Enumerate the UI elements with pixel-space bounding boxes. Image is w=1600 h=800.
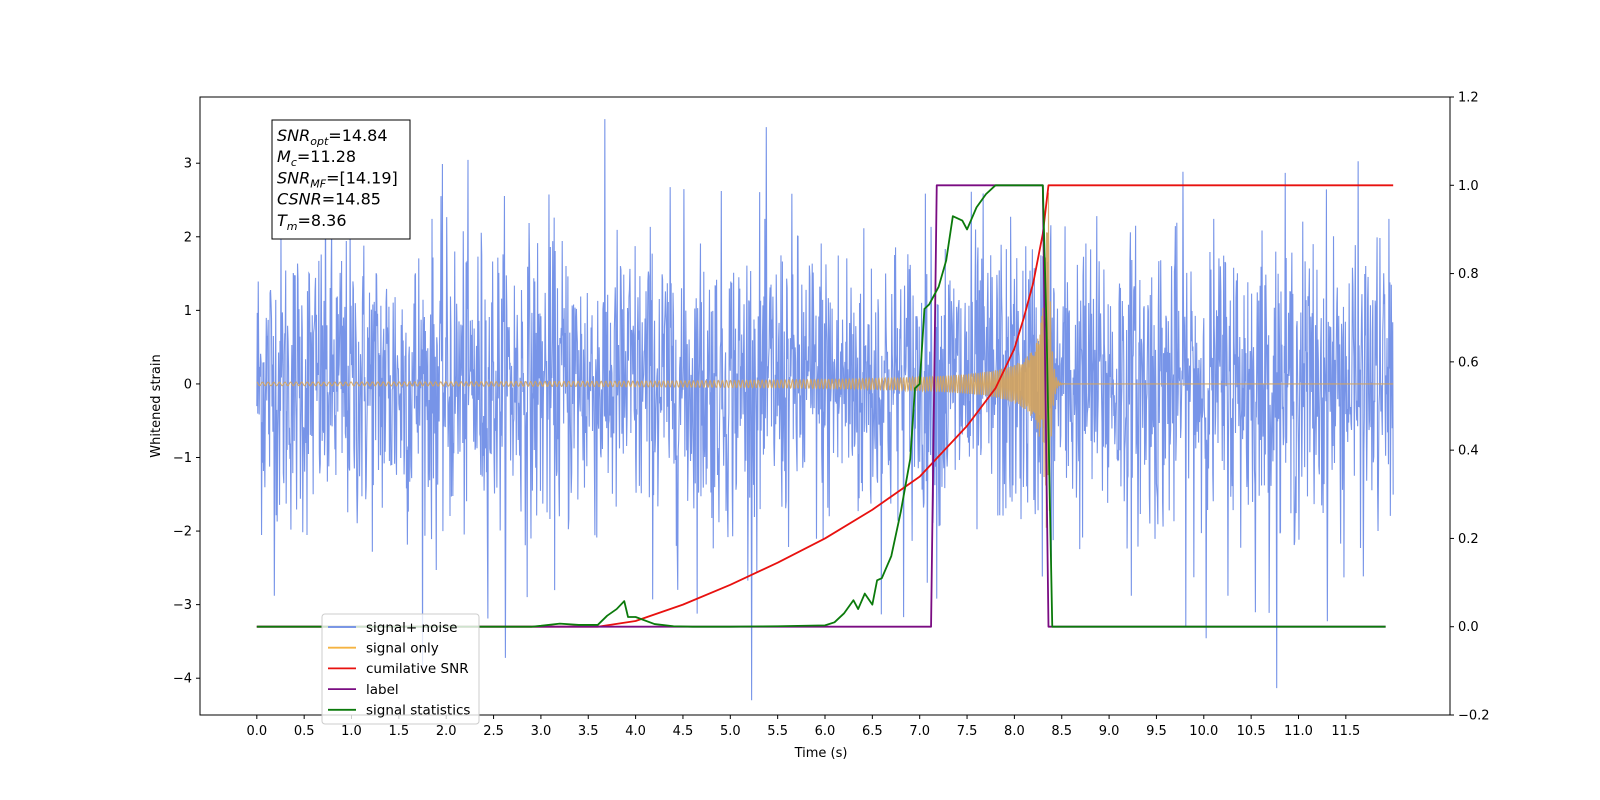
info-box-line: Mc=11.28 (277, 147, 356, 169)
right-tick-label: 0.0 (1458, 620, 1479, 635)
x-tick-label: 2.5 (483, 724, 504, 739)
right-y-axis-ticks: 1.2 1.0 0.8 0.6 0.4 0.2 0.0 −0.2 (1450, 91, 1490, 724)
x-tick-label: 11.5 (1331, 724, 1360, 739)
info-box-line: SNRopt=14.84 (277, 126, 388, 148)
signal-statistics-line (256, 184, 1386, 628)
x-tick-label: 8.5 (1051, 724, 1072, 739)
x-tick-label: 9.0 (1099, 724, 1120, 739)
series-layer (256, 119, 1394, 701)
x-tick-label: 11.0 (1284, 724, 1313, 739)
legend-label: cumilative SNR (366, 661, 469, 677)
left-tick-label: −3 (173, 598, 192, 613)
legend-label: signal+ noise (366, 620, 457, 636)
signal-plus-noise-line (256, 119, 1394, 701)
cumilative-snr-line (256, 184, 1394, 628)
x-tick-label: 9.5 (1146, 724, 1167, 739)
x-tick-label: 5.0 (720, 724, 741, 739)
x-tick-label: 5.5 (767, 724, 788, 739)
left-tick-label: 1 (184, 304, 192, 319)
legend: signal+ noise signal only cumilative SNR la… (321, 613, 480, 725)
x-tick-label: 1.0 (341, 724, 362, 739)
left-tick-label: 0 (184, 377, 192, 392)
right-tick-label: 0.6 (1458, 355, 1479, 370)
x-tick-label: 4.0 (625, 724, 646, 739)
x-tick-label: 7.5 (957, 724, 978, 739)
legend-label: signal only (366, 641, 439, 657)
x-tick-label: 10.5 (1237, 724, 1266, 739)
info-box-line: CSNR=14.85 (277, 190, 381, 209)
right-tick-label: 0.2 (1458, 532, 1479, 547)
info-box-line: SNRMF=[14.19] (277, 168, 398, 190)
x-tick-label: 4.5 (673, 724, 694, 739)
legend-label: label (366, 682, 399, 698)
right-tick-label: 0.8 (1458, 267, 1479, 282)
x-tick-label: 6.0 (815, 724, 836, 739)
y-axis-label: Whitened strain (149, 354, 164, 457)
info-box-frame (271, 119, 411, 240)
right-tick-label: 1.0 (1458, 179, 1479, 194)
left-tick-label: 2 (184, 230, 192, 245)
right-tick-label: 0.4 (1458, 444, 1479, 459)
left-tick-label: −2 (173, 525, 192, 540)
right-tick-label: 1.2 (1458, 91, 1479, 106)
info-box-line: Tm=8.36 (277, 211, 347, 233)
left-tick-label: 3 (184, 157, 192, 172)
x-tick-label: 6.5 (862, 724, 883, 739)
x-tick-label: 10.0 (1189, 724, 1218, 739)
x-tick-label: 1.5 (389, 724, 410, 739)
x-tick-label: 8.0 (1004, 724, 1025, 739)
x-tick-label: 7.0 (909, 724, 930, 739)
x-tick-label: 0.5 (294, 724, 315, 739)
legend-label: signal statistics (366, 703, 470, 719)
left-tick-label: −4 (173, 672, 192, 687)
x-tick-label: 2.0 (436, 724, 457, 739)
info-box: SNRopt=14.84Mc=11.28SNRMF=[14.19]CSNR=14… (271, 119, 411, 240)
plot-area (256, 119, 1394, 701)
left-tick-label: −1 (173, 451, 192, 466)
right-tick-label: −0.2 (1458, 709, 1490, 724)
x-axis-label: Time (s) (794, 746, 848, 761)
signal-only-line (256, 192, 1394, 528)
x-axis-ticks: 0.0 0.5 1.0 1.5 2.0 2.5 3.0 3.5 4.0 4.5 5.0 5.5 6.0 6… (246, 715, 1360, 739)
x-tick-label: 3.0 (531, 724, 552, 739)
legend-frame (321, 613, 480, 725)
left-y-axis-ticks: 3 2 1 0 −1 −2 −3 −4 (173, 157, 200, 687)
x-tick-label: 0.0 (246, 724, 267, 739)
x-tick-label: 3.5 (578, 724, 599, 739)
